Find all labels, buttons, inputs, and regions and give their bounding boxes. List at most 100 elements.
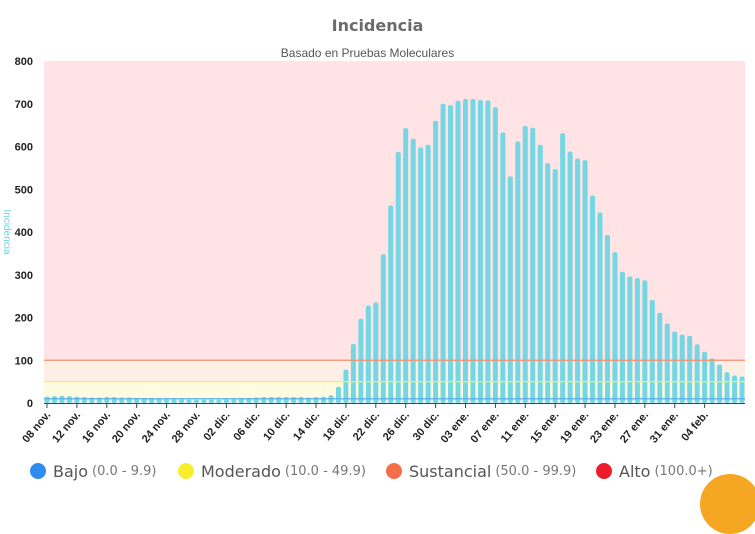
x-tick-label: 15 ene.: [528, 409, 561, 445]
bar: [627, 276, 633, 403]
legend-range: (50.0 - 99.9): [495, 463, 577, 479]
bar: [500, 132, 506, 403]
bar: [395, 152, 401, 403]
bar: [552, 169, 558, 403]
y-tick-label: 600: [15, 142, 33, 154]
legend-item-sustancial[interactable]: Sustancial (50.0 - 99.9): [386, 460, 576, 482]
bar: [223, 399, 229, 403]
bar: [335, 386, 341, 403]
bar: [425, 144, 431, 404]
y-tick-label: 700: [15, 99, 33, 111]
bar: [462, 99, 468, 404]
bar: [238, 398, 244, 403]
bar: [44, 396, 50, 403]
chart-title: Incidencia: [331, 16, 424, 35]
x-tick-label: 19 ene.: [558, 409, 591, 445]
bar: [694, 344, 700, 403]
legend-item-moderado[interactable]: Moderado (10.0 - 49.9): [178, 460, 366, 482]
chart-subtitle: Basado en Pruebas Moleculares: [280, 46, 455, 60]
bar: [283, 397, 289, 403]
bar: [321, 396, 327, 403]
bar: [111, 397, 117, 403]
x-tick-label: 20 nov.: [110, 409, 143, 445]
bar: [604, 234, 610, 403]
bar: [664, 323, 670, 403]
bar: [171, 399, 177, 403]
bar: [485, 100, 491, 403]
bar: [657, 312, 663, 403]
bar: [201, 399, 207, 403]
bar: [208, 399, 214, 403]
bar: [276, 397, 282, 403]
bar: [298, 397, 304, 403]
bar: [313, 397, 319, 403]
bar: [582, 160, 588, 403]
x-tick-label: 18 dic.: [321, 409, 352, 443]
x-tick-label: 11 ene.: [499, 409, 532, 445]
y-tick-label: 300: [15, 270, 33, 282]
bar: [104, 397, 110, 403]
bar: [216, 399, 222, 403]
bar: [530, 127, 536, 403]
x-tick-label: 08 nov.: [20, 409, 53, 445]
bar: [81, 397, 87, 403]
y-tick-label: 0: [27, 398, 33, 410]
bar: [66, 396, 72, 403]
bar: [365, 305, 371, 403]
bar: [732, 375, 738, 403]
bar: [418, 147, 424, 403]
floating-action-button[interactable]: [700, 474, 755, 534]
x-tick-label: 03 ene.: [439, 409, 472, 445]
bar: [440, 103, 446, 403]
bar: [179, 399, 185, 403]
bar: [619, 271, 625, 403]
bar: [507, 176, 513, 403]
bar: [268, 397, 274, 403]
bar: [433, 120, 439, 403]
bar: [590, 195, 596, 403]
bar: [470, 99, 476, 404]
x-tick-label: 27 ene.: [618, 409, 651, 445]
y-tick-label: 800: [15, 56, 33, 68]
bar: [59, 395, 65, 403]
bar: [687, 335, 693, 403]
y-tick-label: 400: [15, 227, 33, 239]
y-tick-label: 500: [15, 184, 33, 196]
legend-label: Alto: [619, 461, 651, 481]
bar: [634, 278, 640, 403]
bar: [164, 398, 170, 403]
x-axis: 08 nov.12 nov.16 nov.20 nov.24 nov.28 no…: [20, 403, 745, 446]
legend-dot: [30, 463, 46, 479]
zone-low: [44, 398, 745, 403]
bar: [455, 100, 461, 403]
bars: [44, 99, 745, 404]
bar: [567, 151, 573, 403]
bar: [679, 334, 685, 403]
legend-item-alto[interactable]: Alto (100.0+): [596, 460, 713, 482]
bar: [560, 133, 566, 403]
bar: [410, 138, 416, 403]
x-tick-label: 31 ene.: [648, 409, 681, 445]
bar: [156, 398, 162, 403]
bar: [193, 399, 199, 403]
y-tick-label: 100: [15, 355, 33, 367]
bar: [403, 128, 409, 403]
legend-item-bajo[interactable]: Bajo (0.0 - 9.9): [30, 460, 156, 482]
x-tick-label: 30 dic.: [411, 409, 442, 443]
bar: [545, 163, 551, 403]
bar: [672, 331, 678, 403]
y-axis-label: Incidencia: [1, 209, 12, 254]
x-tick-label: 10 dic.: [261, 409, 292, 443]
x-tick-label: 07 ene.: [469, 409, 502, 445]
threshold-lines: [44, 359, 745, 400]
bar: [739, 376, 745, 403]
bar: [724, 372, 730, 403]
y-tick-label: 200: [15, 313, 33, 325]
legend-dot: [178, 463, 194, 479]
x-tick-label: 22 dic.: [351, 409, 382, 443]
bar: [388, 205, 394, 403]
bar: [612, 252, 618, 403]
bar: [231, 398, 237, 403]
bar: [597, 212, 603, 403]
bar: [649, 299, 655, 403]
